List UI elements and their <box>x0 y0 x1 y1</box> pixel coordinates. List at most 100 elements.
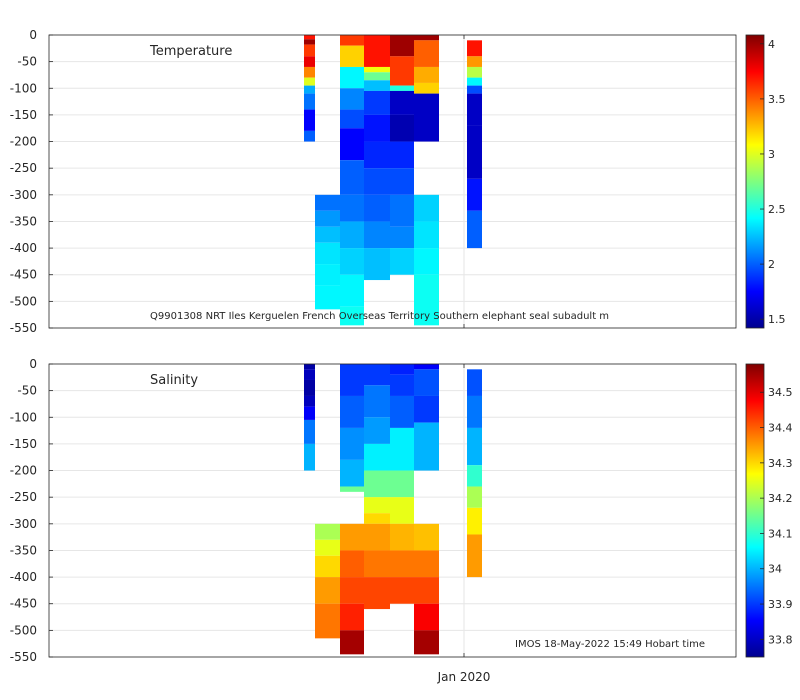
data-cell <box>390 248 414 275</box>
y-tick-label: -450 <box>10 597 37 611</box>
colorbar-tick-label: 34.4 <box>768 422 793 435</box>
data-cell <box>414 364 439 370</box>
data-cell <box>390 364 414 375</box>
data-cell <box>364 470 390 498</box>
y-tick-label: -350 <box>10 214 37 228</box>
colorbar-tick-label: 33.8 <box>768 633 793 646</box>
data-cell <box>414 40 439 67</box>
data-cell <box>390 168 414 195</box>
data-cell <box>364 194 390 222</box>
data-cell <box>364 364 390 386</box>
temperature-panel-title: Temperature <box>149 44 232 59</box>
y-tick-label: 0 <box>29 357 37 371</box>
salinity-plot-frame <box>48 363 737 658</box>
data-cell <box>414 395 439 423</box>
colorbar-tick-label: 34 <box>768 563 782 576</box>
data-cell <box>315 577 340 604</box>
temperature-annotation: Q9901308 NRT Iles Kerguelen French Overs… <box>150 311 609 322</box>
temperature-panel: 0 -50 -100 -150 -200 -250 -300 -350 -400 -450 -500… <box>10 28 786 335</box>
colorbar-tick-label: 34.5 <box>768 386 793 399</box>
data-cell <box>340 66 364 89</box>
data-cell <box>340 577 364 604</box>
data-cell <box>364 141 390 169</box>
data-cell <box>340 194 364 222</box>
data-cell <box>315 264 340 286</box>
data-cell <box>390 194 414 227</box>
colorbar-gradient <box>745 34 765 329</box>
data-cell <box>467 56 482 67</box>
data-cell <box>364 90 390 115</box>
y-tick-label: -400 <box>10 241 37 255</box>
temperature-colorbar: 1.5 2 2.5 3 3.5 4 <box>745 34 786 329</box>
data-cell <box>390 56 414 86</box>
data-cell <box>340 523 364 551</box>
data-cell <box>304 66 315 78</box>
data-cell <box>414 66 439 83</box>
data-cell <box>315 603 340 639</box>
data-cell <box>414 93 439 142</box>
data-cell <box>390 90 414 115</box>
data-cell <box>467 40 482 57</box>
y-tick-label: -50 <box>17 384 37 398</box>
data-cell <box>315 210 340 227</box>
data-cell <box>340 45 364 67</box>
data-cell <box>364 221 390 249</box>
data-cell <box>390 470 414 498</box>
data-cell <box>467 125 482 179</box>
y-tick-label: -250 <box>10 161 37 175</box>
y-tick-label: -300 <box>10 517 37 531</box>
data-cell <box>390 427 414 471</box>
y-tick-label: -550 <box>10 650 37 664</box>
data-cell <box>414 221 439 249</box>
data-cell <box>340 459 364 487</box>
data-cell <box>414 369 439 396</box>
y-tick-label: -200 <box>10 464 37 478</box>
data-cell <box>315 555 340 578</box>
data-cell <box>340 109 364 129</box>
data-cell <box>340 427 364 460</box>
data-cell <box>467 395 482 428</box>
data-cell <box>390 85 414 91</box>
data-cell <box>414 630 439 655</box>
salinity-annotation: IMOS 18-May-2022 15:49 Hobart time <box>515 639 705 650</box>
data-cell <box>304 419 315 444</box>
temperature-plot-frame <box>48 34 737 329</box>
data-cell <box>414 248 439 275</box>
data-cell <box>390 141 414 169</box>
data-cell <box>414 550 439 578</box>
data-cell <box>304 56 315 67</box>
y-tick-label: -500 <box>10 623 37 637</box>
data-cell <box>340 88 364 110</box>
data-cell <box>364 168 390 195</box>
data-cell <box>304 364 315 370</box>
data-cell <box>340 630 364 655</box>
data-cell <box>364 443 390 471</box>
salinity-data-cells <box>304 364 482 655</box>
y-tick-label: -50 <box>17 55 37 69</box>
data-cell <box>304 93 315 110</box>
data-cell <box>390 226 414 249</box>
data-cell <box>304 109 315 131</box>
data-cell <box>304 443 315 471</box>
data-cell <box>364 66 390 73</box>
data-cell <box>390 114 414 142</box>
data-cell <box>340 160 364 195</box>
y-tick-label: -350 <box>10 543 37 557</box>
colorbar-gradient <box>745 363 765 658</box>
colorbar-tick-label: 3.5 <box>768 93 786 106</box>
data-cell <box>340 128 364 161</box>
y-tick-label: -250 <box>10 490 37 504</box>
data-cell <box>364 80 390 91</box>
colorbar-tick-label: 2 <box>768 258 775 271</box>
data-cell <box>304 77 315 86</box>
y-tick-label: -550 <box>10 321 37 335</box>
data-cell <box>467 178 482 211</box>
data-cell <box>467 427 482 466</box>
y-tick-label: -300 <box>10 188 37 202</box>
data-cell <box>364 35 390 67</box>
data-cell <box>304 35 315 40</box>
data-cell <box>315 194 340 211</box>
data-cell <box>364 72 390 81</box>
y-tick-label: -100 <box>10 410 37 424</box>
